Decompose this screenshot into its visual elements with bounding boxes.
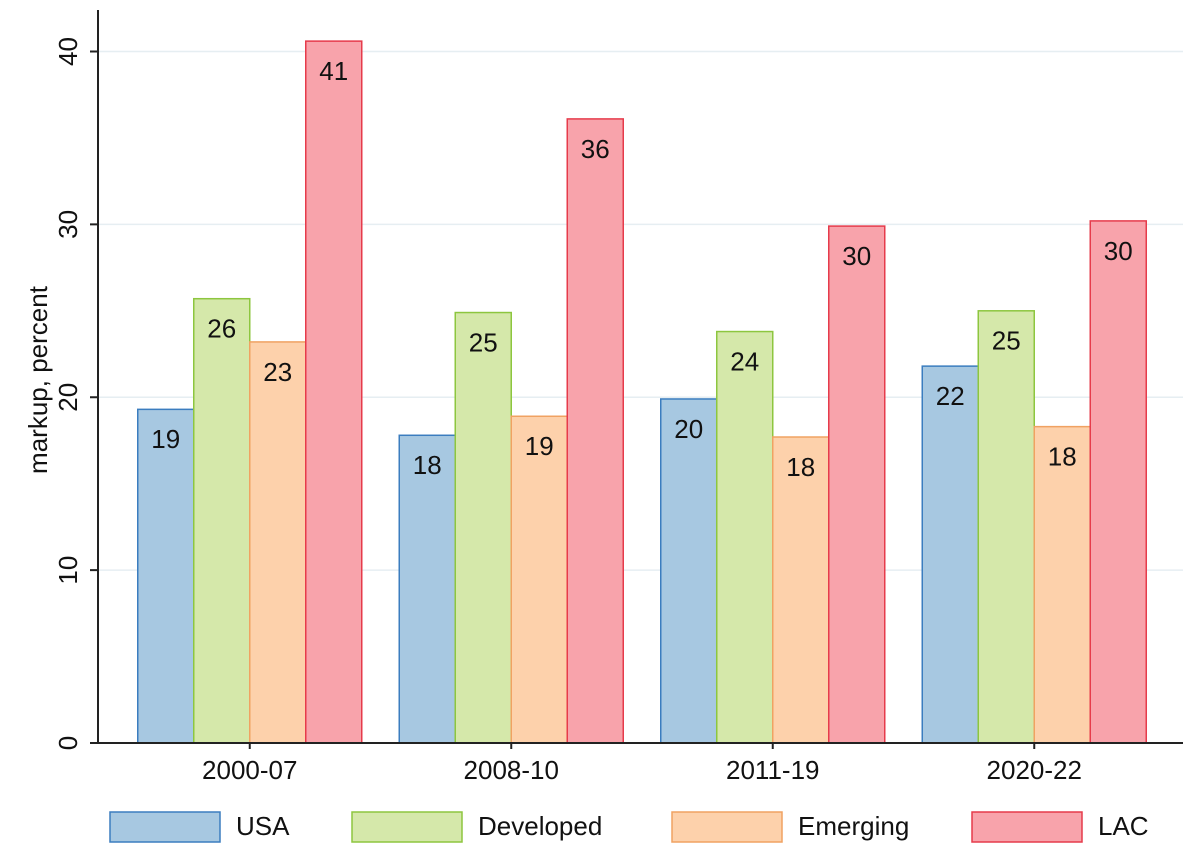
bar-value-label: 23 bbox=[263, 357, 292, 387]
legend-label: Emerging bbox=[798, 811, 909, 841]
bar bbox=[454, 311, 512, 744]
y-tick-label: 10 bbox=[53, 556, 83, 585]
bar bbox=[398, 434, 456, 744]
bar bbox=[566, 118, 624, 744]
y-tick-label: 20 bbox=[53, 383, 83, 412]
x-tick-label: 2000-07 bbox=[202, 755, 297, 785]
y-tick-label: 30 bbox=[53, 210, 83, 239]
bar bbox=[828, 225, 886, 744]
bar-value-label: 30 bbox=[1104, 236, 1133, 266]
bar bbox=[305, 40, 363, 744]
legend-label: Developed bbox=[478, 811, 602, 841]
bar-value-label: 19 bbox=[525, 431, 554, 461]
bar-value-label: 26 bbox=[207, 314, 236, 344]
y-tick-label: 40 bbox=[53, 37, 83, 66]
bar bbox=[510, 415, 568, 744]
y-axis-label: markup, percent bbox=[23, 285, 53, 474]
x-tick-label: 2008-10 bbox=[464, 755, 559, 785]
bar-value-label: 18 bbox=[413, 450, 442, 480]
bar-value-label: 41 bbox=[319, 56, 348, 86]
bar bbox=[1033, 425, 1091, 744]
bar-value-label: 25 bbox=[469, 327, 498, 357]
bar bbox=[137, 408, 195, 744]
bar bbox=[772, 436, 830, 744]
legend-label: USA bbox=[236, 811, 290, 841]
bar-value-label: 25 bbox=[992, 326, 1021, 356]
bar-value-label: 18 bbox=[1048, 442, 1077, 472]
bar bbox=[716, 330, 774, 744]
bar-value-label: 20 bbox=[674, 414, 703, 444]
x-tick-label: 2011-19 bbox=[726, 755, 820, 785]
bar bbox=[193, 297, 251, 744]
y-tick-label: 0 bbox=[53, 736, 83, 750]
bar-value-label: 24 bbox=[730, 346, 759, 376]
bar-value-label: 22 bbox=[936, 381, 965, 411]
bar-value-label: 18 bbox=[786, 452, 815, 482]
bar-value-label: 36 bbox=[581, 134, 610, 164]
bar-value-label: 30 bbox=[842, 241, 871, 271]
x-tick-label: 2020-22 bbox=[987, 755, 1082, 785]
bar bbox=[660, 398, 718, 744]
bar bbox=[249, 341, 307, 744]
legend-swatch bbox=[351, 811, 463, 843]
bar bbox=[977, 310, 1035, 744]
legend-label: LAC bbox=[1098, 811, 1149, 841]
bar-value-label: 19 bbox=[151, 424, 180, 454]
legend-swatch bbox=[671, 811, 783, 843]
bar bbox=[1089, 220, 1147, 744]
legend-swatch bbox=[971, 811, 1083, 843]
legend-swatch bbox=[109, 811, 221, 843]
bar bbox=[921, 365, 979, 744]
